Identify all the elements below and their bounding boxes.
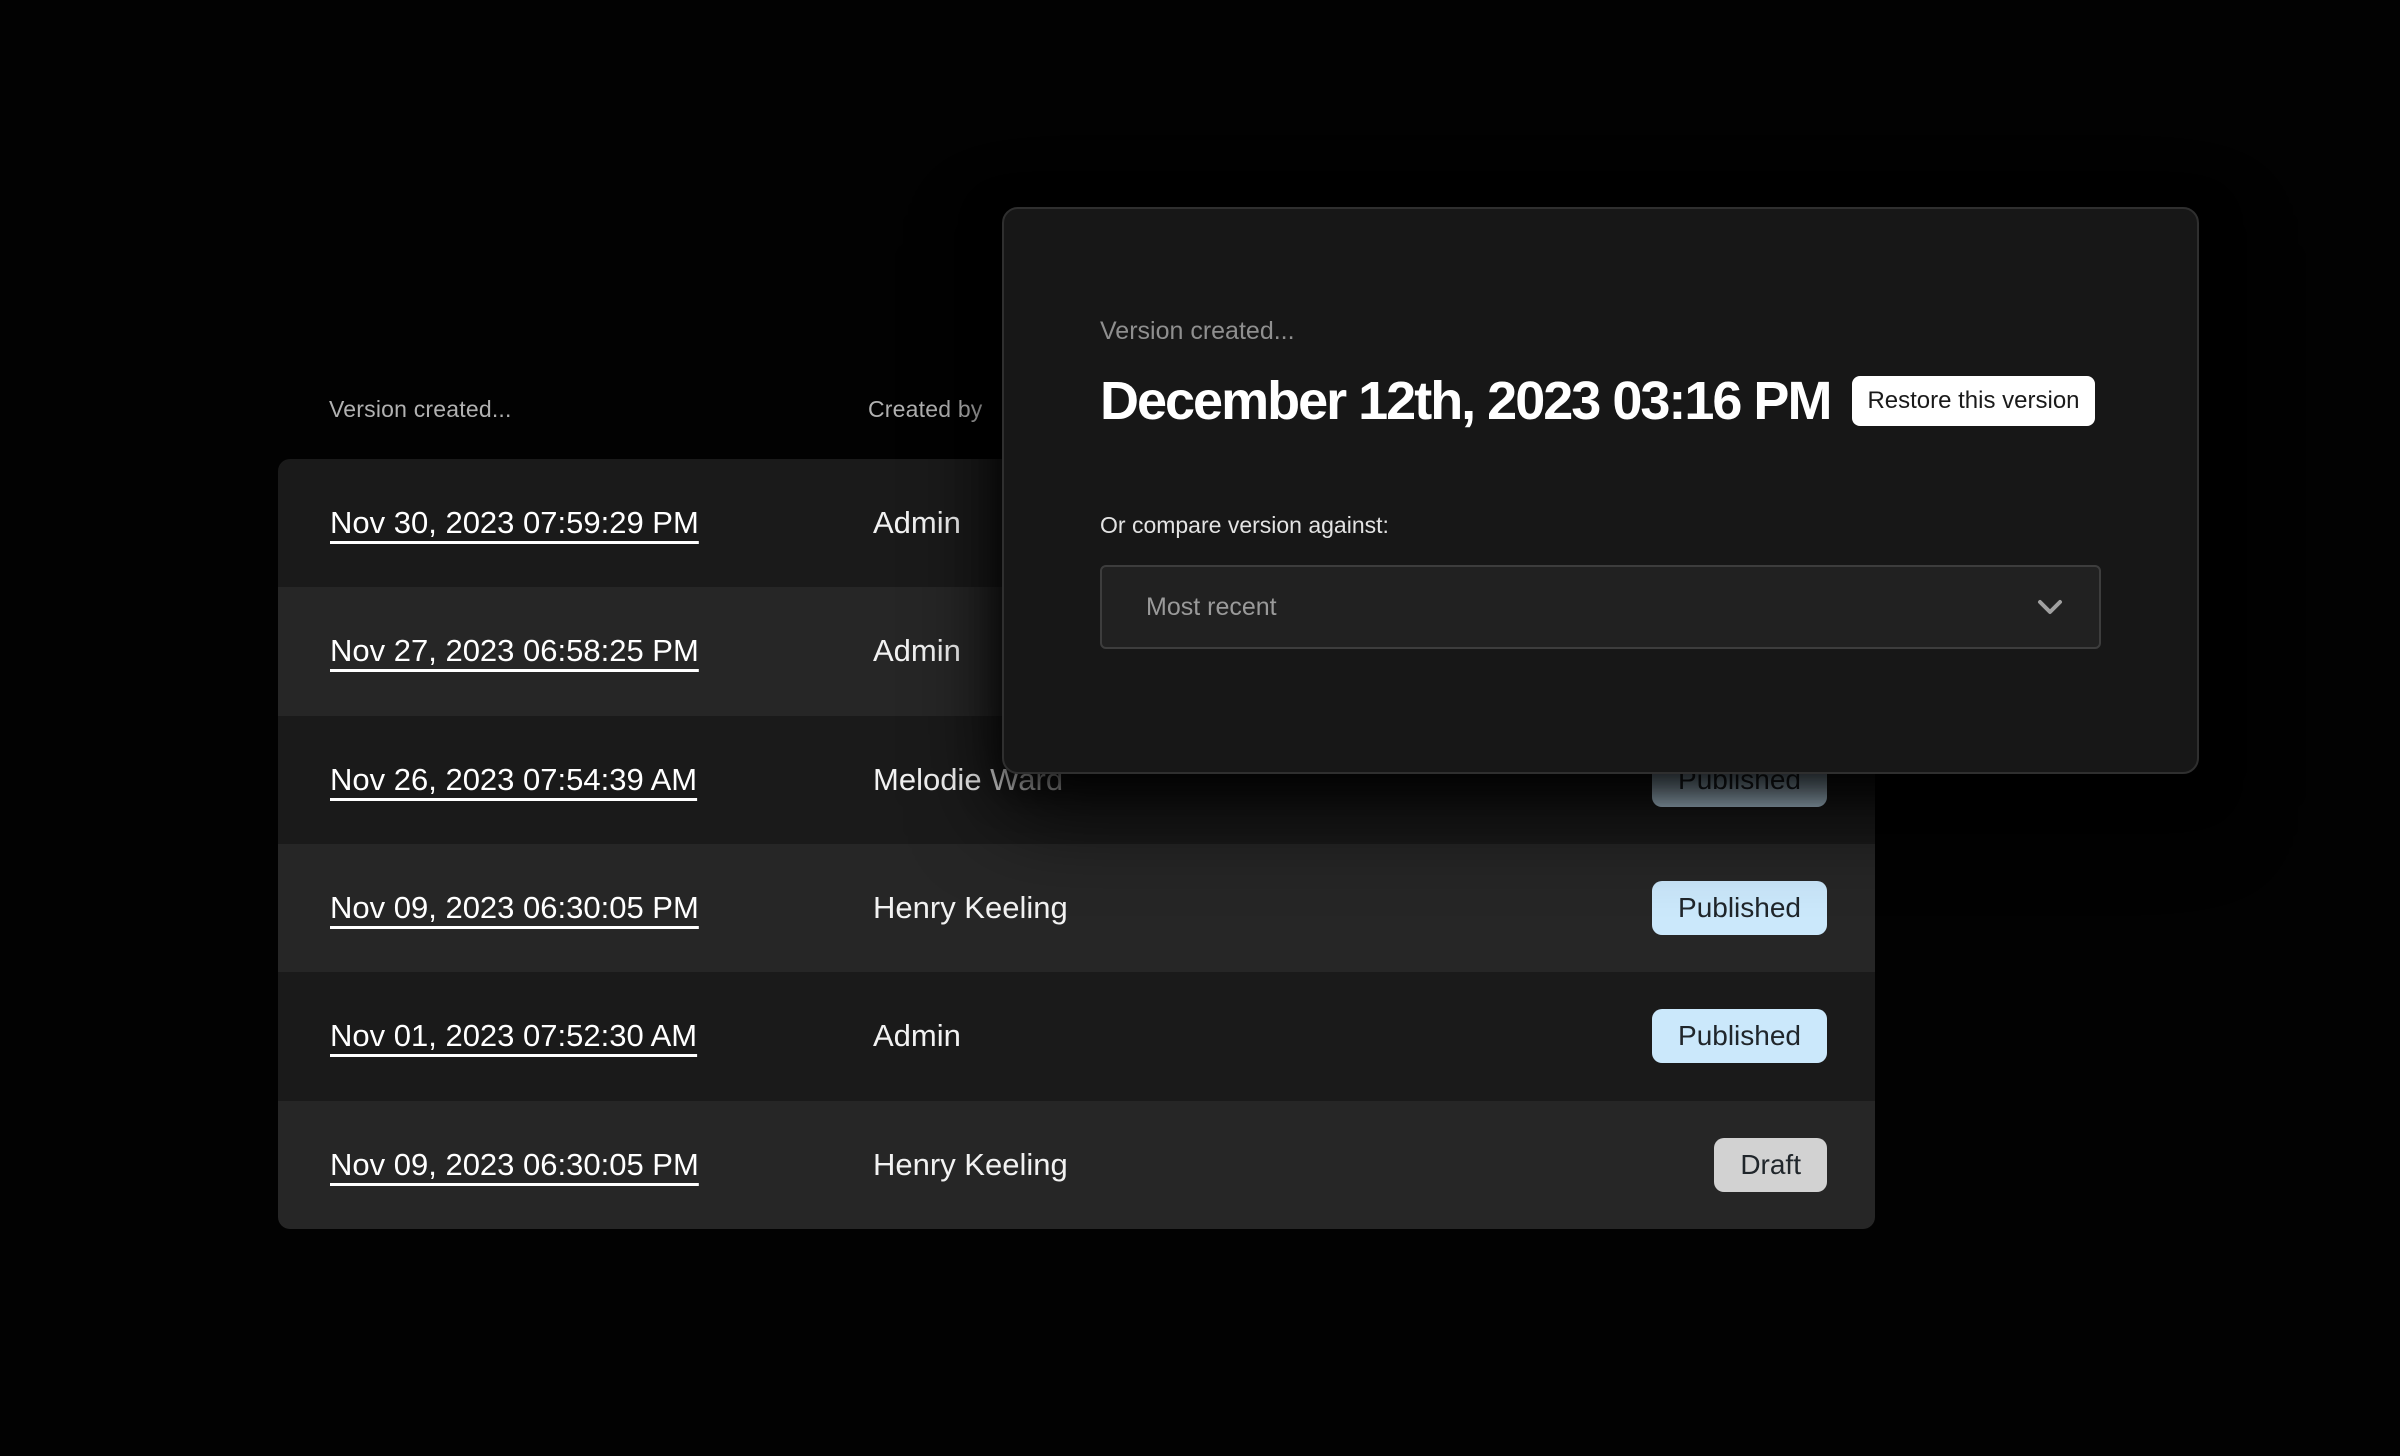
version-date-cell: Nov 01, 2023 07:52:30 AM (330, 1018, 873, 1054)
column-header-created-by: Created by (868, 396, 983, 422)
created-by-value: Admin (873, 505, 961, 541)
version-date-link[interactable]: Nov 30, 2023 07:59:29 PM (330, 505, 699, 541)
status-badge: Draft (1714, 1137, 1827, 1192)
status-badge: Published (1652, 881, 1827, 936)
compare-version-label: Or compare version against: (1100, 512, 1389, 538)
modal-version-date-title: December 12th, 2023 03:16 PM (1100, 371, 1832, 431)
dropdown-selected-value: Most recent (1146, 592, 1277, 621)
created-by-value: Admin (873, 1018, 961, 1054)
version-date-cell: Nov 26, 2023 07:54:39 AM (330, 762, 873, 798)
status-cell: Published (1652, 881, 1827, 936)
modal-version-created-label: Version created... (1100, 317, 1295, 345)
table-row: Nov 01, 2023 07:52:30 AM Admin Published (278, 972, 1875, 1101)
table-row: Nov 09, 2023 06:30:05 PM Henry Keeling P… (278, 843, 1875, 973)
version-date-link[interactable]: Nov 27, 2023 06:58:25 PM (330, 633, 699, 669)
table-row: Nov 09, 2023 06:30:05 PM Henry Keeling D… (278, 1100, 1875, 1229)
compare-version-dropdown[interactable]: Most recent (1100, 565, 2101, 649)
version-date-cell: Nov 09, 2023 06:30:05 PM (330, 1147, 873, 1183)
created-by-value: Henry Keeling (873, 1146, 1068, 1182)
version-date-cell: Nov 09, 2023 06:30:05 PM (330, 890, 873, 926)
version-date-cell: Nov 27, 2023 06:58:25 PM (330, 633, 873, 669)
chevron-down-icon (2037, 599, 2063, 615)
column-header-version-created: Version created... (329, 396, 512, 422)
status-cell: Published (1652, 1009, 1827, 1064)
version-date-link[interactable]: Nov 09, 2023 06:30:05 PM (330, 1146, 699, 1182)
created-by-value: Henry Keeling (873, 890, 1068, 926)
created-by-value: Admin (873, 633, 961, 669)
version-date-link[interactable]: Nov 01, 2023 07:52:30 AM (330, 1018, 698, 1054)
version-date-cell: Nov 30, 2023 07:59:29 PM (330, 505, 873, 541)
restore-this-version-button[interactable]: Restore this version (1852, 376, 2095, 426)
modal-title-row: December 12th, 2023 03:16 PM Restore thi… (1100, 370, 2101, 432)
status-cell: Draft (1714, 1137, 1827, 1192)
version-date-link[interactable]: Nov 26, 2023 07:54:39 AM (330, 761, 698, 797)
restore-version-modal: Version created... December 12th, 2023 0… (1002, 207, 2199, 774)
version-date-link[interactable]: Nov 09, 2023 06:30:05 PM (330, 890, 699, 926)
status-badge: Published (1652, 1009, 1827, 1064)
